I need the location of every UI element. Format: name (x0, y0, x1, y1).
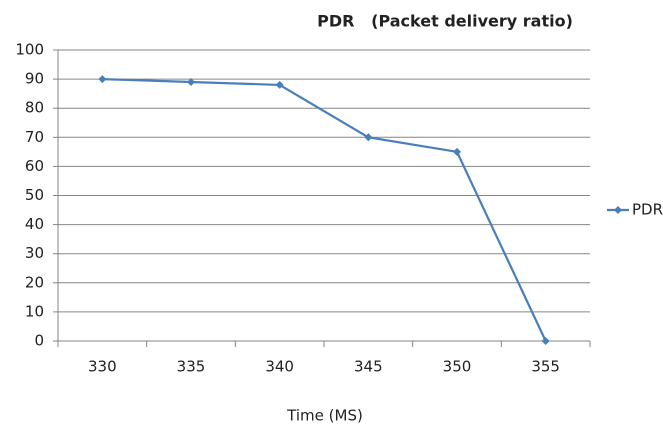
x-tick-label: 345 (354, 358, 383, 376)
x-tick-label: 335 (177, 358, 206, 376)
y-tick-label: 90 (25, 70, 44, 88)
y-tick-label: 0 (34, 332, 44, 350)
x-axis-label: Time (MS) (286, 407, 363, 425)
data-point (187, 78, 195, 87)
data-point (275, 80, 284, 89)
legend-marker (614, 206, 622, 214)
x-tick-label: 355 (531, 358, 560, 376)
y-tick-label: 80 (25, 99, 44, 117)
y-tick-label: 60 (25, 157, 44, 175)
data-point (541, 337, 550, 345)
y-tick-label: 20 (25, 273, 44, 291)
x-tick-label: 350 (443, 358, 472, 376)
x-tick-label: 330 (88, 358, 117, 376)
data-point (364, 133, 373, 142)
y-tick-label: 50 (25, 186, 44, 204)
y-tick-label: 30 (25, 244, 44, 262)
series-line (102, 78, 547, 342)
data-point (98, 75, 107, 84)
data-point (453, 147, 461, 156)
chart-title: PDR (Packet delivery ratio) (317, 12, 573, 31)
legend-label: PDR (632, 201, 663, 219)
y-tick-label: 100 (15, 41, 44, 59)
y-tick-label: 40 (25, 215, 44, 233)
y-tick-label: 10 (25, 302, 44, 320)
x-tick-label: 340 (265, 358, 294, 376)
y-tick-label: 70 (25, 128, 44, 146)
